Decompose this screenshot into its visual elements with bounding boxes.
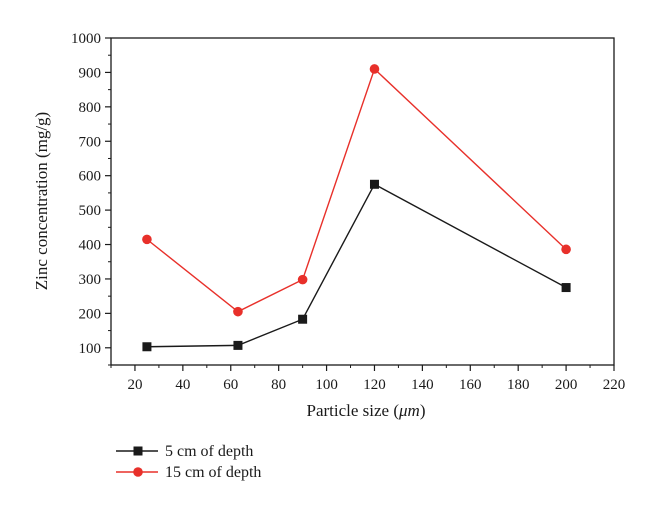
legend: 5 cm of depth 15 cm of depth [116,443,261,481]
legend-label: 15 cm of depth [165,464,261,481]
y-axis-title: Zinc concentration (mg/g) [32,112,51,290]
data-point [298,314,308,324]
legend-item: 5 cm of depth [116,443,253,460]
series-line [146,183,567,348]
plot-border [110,37,615,366]
x-axis: 20 40 60 80 100 120 140 160 180 200 220 [110,365,626,393]
data-point [561,283,571,293]
y-tick-label: 900 [79,65,102,81]
legend-marker [133,467,143,477]
data-point [233,340,243,350]
x-tick-label: 40 [175,377,190,393]
plot-area [110,37,615,366]
y-tick-label: 1000 [71,31,101,47]
x-tick-label: 120 [363,377,386,393]
data-point [561,244,571,255]
data-point [369,179,379,189]
series-1 [142,179,571,352]
series-layer [142,64,571,352]
data-point [369,64,380,74]
data-point [142,234,152,245]
x-tick-label: 100 [315,377,338,393]
x-tick-label: 140 [411,377,434,393]
y-tick-label: 100 [79,341,102,357]
data-point [233,306,243,317]
x-tick-label: 180 [507,377,530,393]
data-point [142,342,152,352]
y-tick-label: 300 [79,272,102,288]
series-2 [142,64,571,317]
x-tick-label: 220 [603,377,626,393]
x-tick-label: 20 [127,377,142,393]
legend-item: 15 cm of depth [116,464,261,481]
y-axis: 100 200 300 400 500 600 700 800 900 1000 [71,31,111,366]
x-axis-title: Particle size (μm) [307,401,426,420]
y-tick-label: 500 [79,203,102,219]
x-tick-label: 160 [459,377,482,393]
y-tick-label: 600 [79,169,102,185]
y-tick-label: 800 [79,100,102,116]
x-tick-label: 60 [223,377,238,393]
legend-marker [133,446,143,456]
y-tick-label: 200 [79,306,102,322]
legend-label: 5 cm of depth [165,443,253,460]
y-tick-label: 400 [79,238,102,254]
x-tick-label: 80 [271,377,286,393]
series-line [146,67,567,313]
y-tick-label: 700 [79,134,102,150]
data-point [297,274,308,285]
x-tick-label: 200 [555,377,578,393]
